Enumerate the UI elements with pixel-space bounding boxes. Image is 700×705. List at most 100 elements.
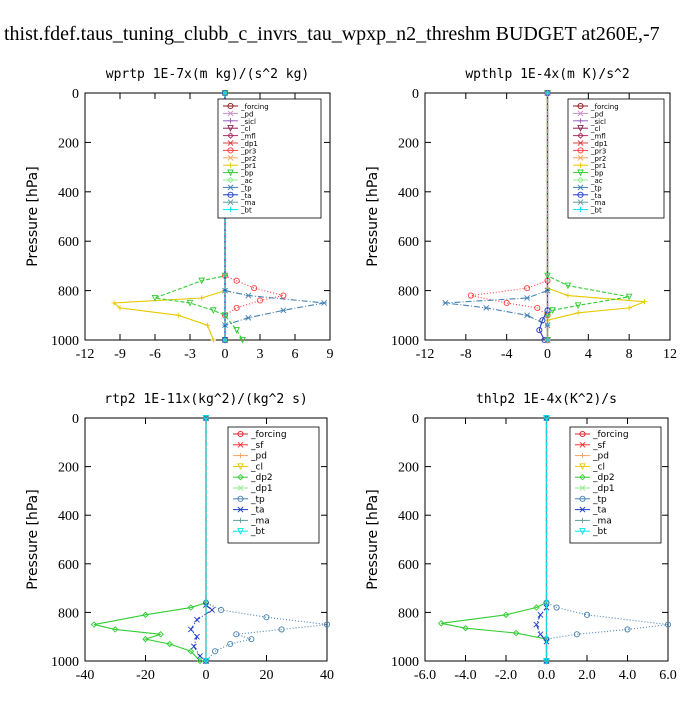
y-tick-label: 800 bbox=[398, 606, 419, 621]
legend-label: _pr3 bbox=[240, 147, 256, 155]
data-point bbox=[573, 631, 580, 638]
legend-label: _ma bbox=[240, 199, 256, 207]
y-tick-label: 200 bbox=[398, 461, 419, 476]
legend-label: _dp2 bbox=[592, 473, 615, 483]
legend-entry: _dp1 bbox=[573, 140, 608, 148]
legend-marker bbox=[577, 169, 584, 177]
x-tick-label: -4.0 bbox=[454, 668, 476, 683]
data-point bbox=[248, 636, 255, 643]
data-point bbox=[524, 295, 531, 301]
legend-marker bbox=[227, 125, 234, 132]
legend-label: _tp bbox=[592, 495, 607, 505]
y-axis-label: Pressure [hPa] bbox=[25, 166, 41, 266]
y-tick-label: 0 bbox=[72, 412, 79, 427]
legend-marker bbox=[227, 191, 234, 198]
data-point bbox=[574, 302, 582, 310]
legend-entry: _pd bbox=[233, 452, 267, 462]
data-point bbox=[549, 307, 556, 314]
data-point bbox=[524, 285, 531, 292]
data-point bbox=[117, 305, 123, 311]
legend-marker bbox=[237, 441, 244, 448]
data-point bbox=[202, 657, 210, 665]
legend-label: _tp bbox=[250, 495, 265, 505]
data-point bbox=[202, 414, 210, 422]
legend-entry: _tp bbox=[573, 184, 602, 192]
data-point bbox=[280, 292, 287, 299]
series-line bbox=[205, 418, 328, 662]
x-tick-label: -4 bbox=[501, 347, 513, 362]
legend-label: _pd bbox=[240, 110, 253, 118]
legend-entry: _bt bbox=[233, 527, 265, 537]
data-point bbox=[251, 285, 258, 292]
data-point bbox=[564, 282, 572, 290]
series-line bbox=[190, 418, 213, 662]
y-tick-label: 800 bbox=[398, 285, 419, 300]
series-line bbox=[545, 418, 669, 661]
legend-entry: _pr1 bbox=[573, 162, 606, 170]
data-point bbox=[90, 621, 98, 628]
legend-marker bbox=[579, 528, 586, 535]
x-tick-label: -8 bbox=[460, 347, 472, 362]
y-tick-label: 200 bbox=[58, 461, 79, 476]
data-point bbox=[624, 626, 631, 633]
legend-label: _sicl bbox=[590, 118, 606, 126]
x-tick-label: 6.0 bbox=[659, 668, 677, 683]
x-tick-label: -20 bbox=[136, 668, 155, 683]
data-point bbox=[537, 631, 544, 638]
y-axis-label: Pressure [hPa] bbox=[25, 489, 41, 589]
legend-marker bbox=[227, 102, 234, 110]
data-point bbox=[539, 317, 546, 324]
series-line bbox=[546, 93, 645, 340]
legend-entry: _pr2 bbox=[573, 155, 606, 163]
x-tick-label: 0 bbox=[222, 347, 229, 362]
legend-marker bbox=[577, 176, 584, 184]
series-line bbox=[445, 93, 549, 340]
legend-marker bbox=[237, 430, 244, 438]
series-line bbox=[93, 418, 207, 662]
legend-entry: _ac bbox=[223, 176, 253, 185]
series-bt bbox=[544, 90, 551, 343]
data-point bbox=[186, 299, 194, 307]
legend-label: _ma bbox=[250, 516, 270, 526]
legend-marker bbox=[579, 517, 586, 523]
series-line bbox=[441, 418, 548, 661]
y-tick-label: 600 bbox=[58, 558, 79, 573]
legend-label: _ma bbox=[590, 199, 606, 207]
data-point bbox=[583, 611, 591, 618]
chart-title: wpthlp 1E-4x(m K)/s^2 bbox=[465, 67, 629, 82]
legend: _forcing_sf_pd_cl_dp2_dp1_tp_ta_ma_bt bbox=[227, 426, 320, 544]
series-bp bbox=[151, 89, 246, 344]
legend-marker bbox=[577, 140, 584, 146]
x-tick-label: 12 bbox=[663, 347, 677, 362]
data-point bbox=[536, 327, 543, 334]
y-axis-label: Pressure [hPa] bbox=[365, 166, 381, 266]
legend: _forcing_sf_pd_cl_dp2_dp1_tp_ta_ma_bt bbox=[569, 426, 662, 544]
legend-label: _bp bbox=[240, 170, 254, 178]
legend-label: _forcing bbox=[590, 103, 619, 111]
data-point bbox=[222, 90, 228, 96]
legend-entry: _tp bbox=[223, 184, 252, 192]
x-tick-label: -2.0 bbox=[495, 668, 517, 683]
data-point bbox=[245, 292, 252, 299]
y-tick-label: 800 bbox=[58, 285, 79, 300]
series-line bbox=[538, 93, 549, 341]
data-point bbox=[512, 629, 520, 637]
legend-marker bbox=[577, 125, 584, 132]
data-point bbox=[625, 293, 633, 301]
data-point bbox=[321, 300, 328, 306]
data-point bbox=[553, 604, 560, 611]
legend-entry: _bp bbox=[223, 169, 254, 178]
legend-entry: _tp bbox=[233, 495, 265, 505]
data-point bbox=[502, 611, 510, 619]
data-point bbox=[543, 414, 550, 422]
figure-title: thist.fdef.taus_tuning_clubb_c_invrs_tau… bbox=[4, 23, 660, 45]
data-point bbox=[190, 643, 197, 650]
y-tick-label: 1000 bbox=[391, 655, 419, 670]
data-point bbox=[534, 304, 541, 311]
y-tick-label: 600 bbox=[398, 558, 419, 573]
legend-label: _dp1 bbox=[590, 140, 608, 148]
legend-label: _ac bbox=[590, 177, 603, 185]
data-point bbox=[111, 300, 117, 306]
legend-entry: _cl bbox=[233, 462, 263, 472]
legend-marker bbox=[237, 495, 244, 502]
